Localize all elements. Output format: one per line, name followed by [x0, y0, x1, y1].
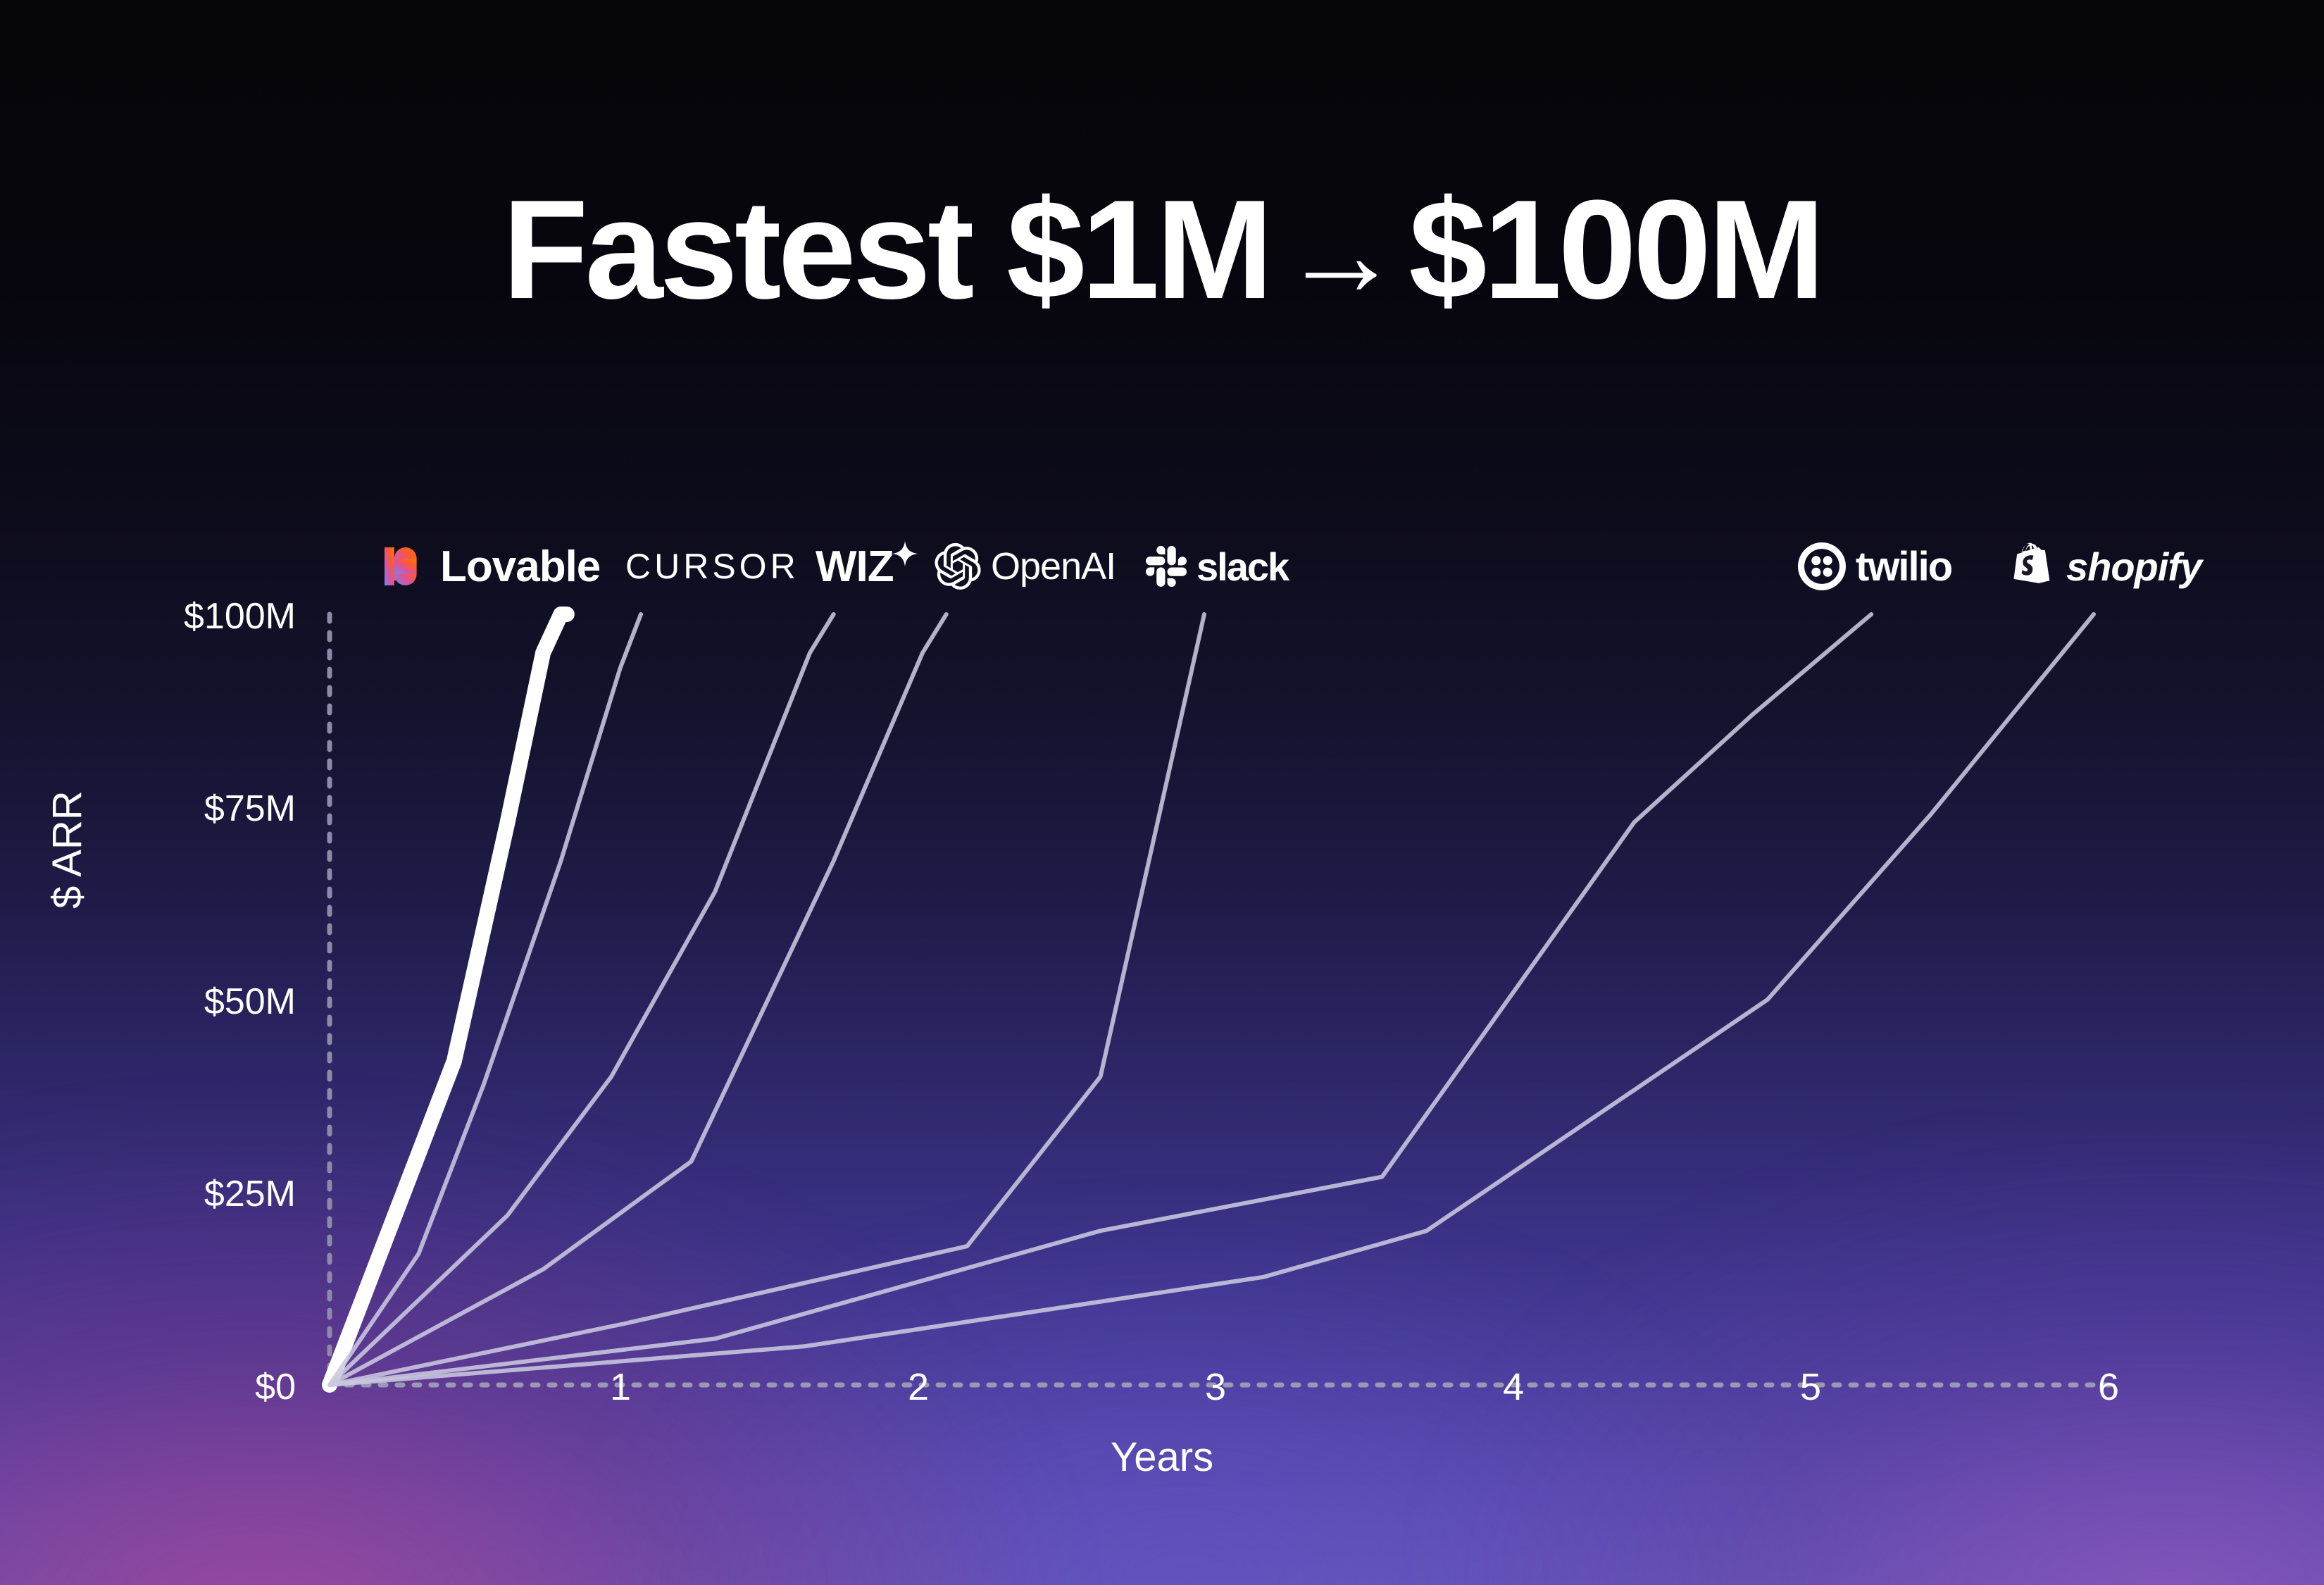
- y-tick-25m: $25M: [204, 1174, 296, 1214]
- shopify-bag-icon: [2013, 542, 2050, 583]
- x-tick-6: 6: [2097, 1366, 2120, 1408]
- legend-label-wiz: WIZ: [816, 542, 894, 591]
- legend-label-twilio: twilio: [1856, 543, 1953, 590]
- legend-item-slack[interactable]: slack: [1146, 537, 1289, 596]
- series-line-shopify: [327, 612, 2096, 1387]
- series-line-wiz: [327, 612, 836, 1387]
- openai-knot-icon: [935, 543, 981, 590]
- wiz-star-icon: [892, 540, 918, 567]
- y-tick-0: $0: [255, 1367, 296, 1407]
- y-tick-50m: $50M: [204, 981, 296, 1022]
- legend-item-wiz[interactable]: WIZ: [816, 537, 920, 596]
- x-tick-3: 3: [1204, 1366, 1227, 1408]
- series-line-twilio: [327, 612, 1874, 1387]
- legend-label-slack: slack: [1197, 544, 1289, 589]
- legend-item-twilio[interactable]: twilio: [1798, 537, 1953, 596]
- x-axis-title: Years: [1110, 1434, 1214, 1480]
- legend-item-openai[interactable]: OpenAI: [935, 537, 1116, 596]
- chart-series-layer: [322, 607, 2096, 1393]
- title-prefix: Fastest $1M: [502, 171, 1273, 328]
- legend-label-lovable: Lovable: [440, 542, 601, 591]
- slack-hash-icon: [1146, 546, 1187, 587]
- x-tick-4: 4: [1502, 1366, 1525, 1408]
- page-title: Fastest $1M→$100M: [0, 180, 2324, 321]
- x-tick-2: 2: [907, 1366, 930, 1408]
- y-tick-100m: $100M: [184, 596, 296, 637]
- title-suffix: $100M: [1408, 171, 1825, 328]
- legend-label-cursor: CURSOR: [625, 547, 799, 586]
- chart-gridlines: [327, 611, 2116, 1388]
- legend-item-shopify[interactable]: shopify: [2013, 537, 2202, 596]
- twilio-dots-icon: [1798, 542, 1846, 590]
- legend-item-cursor[interactable]: CURSOR: [625, 537, 799, 596]
- legend-label-openai: OpenAI: [991, 545, 1116, 588]
- legend-item-lovable[interactable]: Lovable: [378, 537, 601, 596]
- series-line-cursor: [327, 612, 643, 1387]
- x-tick-1: 1: [609, 1366, 632, 1408]
- x-tick-5: 5: [1799, 1366, 1822, 1408]
- series-line-openai: [327, 612, 949, 1387]
- arrow-icon: →: [1281, 187, 1401, 321]
- series-line-lovable: [322, 607, 575, 1393]
- y-tick-75m: $75M: [204, 788, 296, 829]
- y-axis-title: $ ARR: [44, 790, 90, 909]
- lovable-heart-icon: [385, 547, 417, 585]
- series-line-slack: [327, 612, 1206, 1387]
- chart-legend: Lovable CURSOR WIZ OpenAI: [0, 537, 2324, 596]
- legend-label-shopify: shopify: [2066, 544, 2202, 589]
